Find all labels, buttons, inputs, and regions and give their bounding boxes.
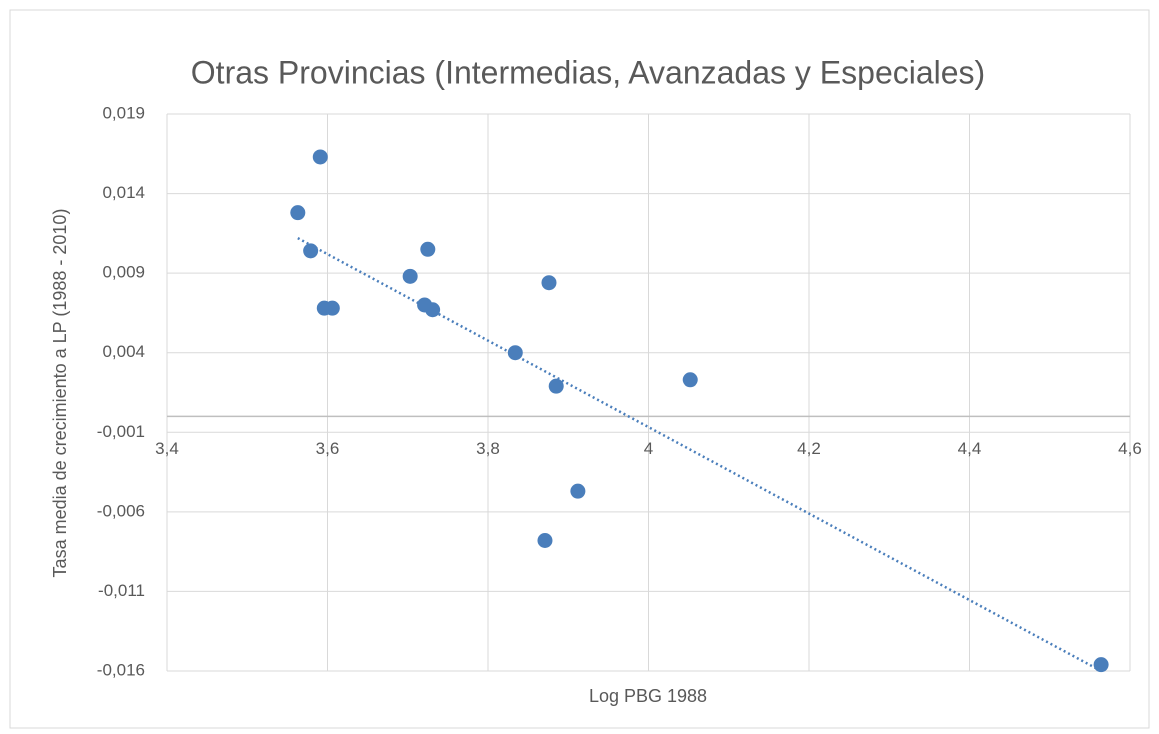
point bbox=[290, 205, 306, 221]
point bbox=[425, 302, 441, 318]
x-tick-label: 3,8 bbox=[476, 439, 500, 458]
point bbox=[537, 533, 553, 549]
y-tick-label: -0,001 bbox=[97, 422, 145, 441]
x-tick-label: 3,6 bbox=[316, 439, 340, 458]
point bbox=[303, 243, 319, 259]
x-tick-label: 3,4 bbox=[155, 439, 179, 458]
y-tick-label: -0,016 bbox=[97, 660, 145, 679]
point bbox=[548, 378, 564, 394]
x-tick-label: 4,2 bbox=[797, 439, 821, 458]
y-tick-label: -0,006 bbox=[97, 501, 145, 520]
point bbox=[420, 241, 436, 257]
chart-frame bbox=[9, 9, 1150, 729]
chart-title: Otras Provincias (Intermedias, Avanzadas… bbox=[191, 54, 985, 90]
y-tick-label: 0,019 bbox=[102, 103, 145, 122]
point bbox=[682, 372, 698, 388]
y-tick-label: 0,009 bbox=[102, 263, 145, 282]
point bbox=[324, 300, 340, 316]
y-tick-label: 0,014 bbox=[102, 183, 145, 202]
y-axis-label: Tasa media de crecimiento a LP (1988 - 2… bbox=[50, 209, 70, 578]
trendline bbox=[297, 237, 1102, 673]
x-axis-label: Log PBG 1988 bbox=[589, 686, 707, 706]
y-tick-label: 0,004 bbox=[102, 342, 145, 361]
point bbox=[570, 483, 586, 499]
point bbox=[312, 149, 328, 165]
point bbox=[402, 268, 418, 284]
x-tick-label: 4,6 bbox=[1118, 439, 1142, 458]
x-tick-label: 4 bbox=[644, 439, 653, 458]
point bbox=[507, 345, 523, 361]
point bbox=[541, 275, 557, 291]
point bbox=[1093, 657, 1109, 673]
x-tick-label: 4,4 bbox=[958, 439, 982, 458]
y-tick-label: -0,011 bbox=[98, 581, 145, 600]
